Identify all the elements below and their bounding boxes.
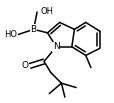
Text: N: N (52, 42, 59, 51)
Text: B: B (30, 25, 36, 34)
Text: O: O (21, 61, 28, 70)
Text: HO: HO (4, 30, 17, 39)
Text: OH: OH (40, 8, 53, 16)
